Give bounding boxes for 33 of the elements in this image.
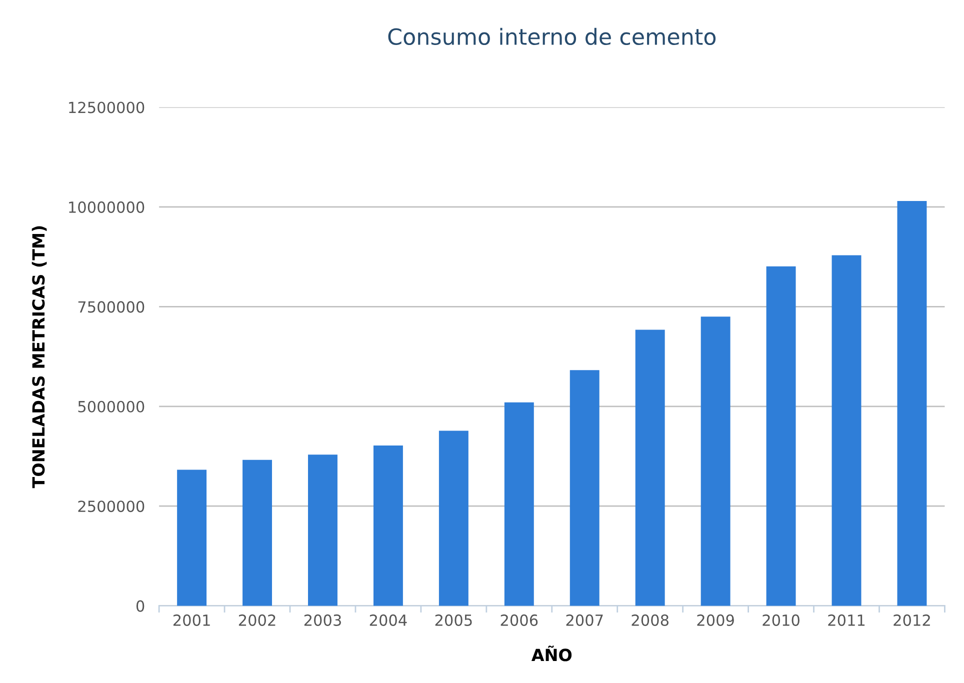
x-tick-label: 2001 xyxy=(173,614,210,626)
y-tick-label: 12500000 xyxy=(69,102,144,114)
bar xyxy=(373,445,403,606)
chart-title: Consumo interno de cemento xyxy=(388,28,716,46)
x-tick-label: 2008 xyxy=(632,614,668,626)
x-tick-label: 2006 xyxy=(500,614,538,626)
y-axis-title: TONELADAS METRICAS (TM) xyxy=(32,226,47,488)
bar xyxy=(766,266,796,606)
x-tick-label: 2011 xyxy=(828,614,865,626)
y-tick-label: 5000000 xyxy=(78,400,144,412)
y-tick-label: 2500000 xyxy=(78,500,144,512)
x-tick-label: 2005 xyxy=(435,614,472,626)
bar xyxy=(635,330,665,606)
x-tick-label: 2003 xyxy=(304,614,341,626)
bar xyxy=(700,316,730,606)
bar xyxy=(242,460,272,606)
y-tick-label: 7500000 xyxy=(78,301,144,313)
x-tick-label: 2007 xyxy=(566,614,603,626)
y-tick-label: 0 xyxy=(136,600,144,612)
x-tick-label: 2004 xyxy=(370,614,407,626)
bar xyxy=(897,200,927,606)
x-tick-label: 2002 xyxy=(238,614,276,626)
x-axis-title: AÑO xyxy=(531,646,572,662)
bar xyxy=(504,402,534,606)
bar xyxy=(177,470,207,606)
bar xyxy=(832,255,862,606)
y-tick-label: 10000000 xyxy=(69,201,144,213)
bar xyxy=(570,370,600,606)
bar xyxy=(438,430,468,606)
x-tick-label: 2012 xyxy=(894,614,930,626)
x-tick-label: 2010 xyxy=(762,614,800,626)
x-tick-label: 2009 xyxy=(697,614,734,626)
bar xyxy=(308,454,338,606)
